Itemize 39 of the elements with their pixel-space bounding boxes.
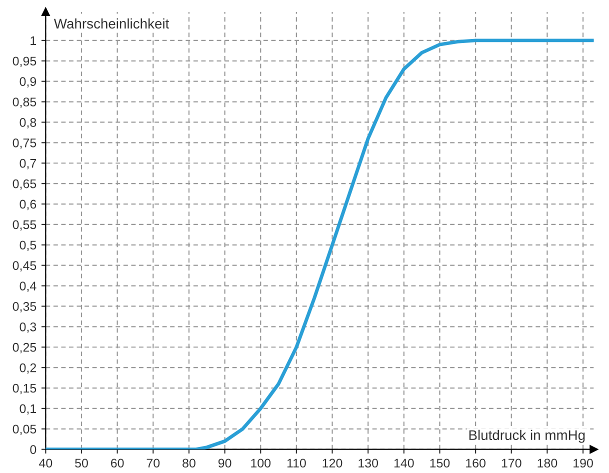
y-tick-label: 0,65 — [12, 179, 36, 190]
y-tick-label: 0,35 — [12, 302, 36, 312]
x-tick-label: 130 — [358, 458, 378, 468]
x-tick-label: 140 — [394, 458, 414, 468]
y-tick-label: 0,3 — [20, 322, 36, 333]
y-tick-label: 1 — [30, 36, 36, 45]
x-tick-label: 90 — [218, 458, 232, 468]
x-tick-label: 80 — [182, 458, 196, 468]
x-tick-label: 40 — [39, 458, 52, 468]
y-tick-label: 0,05 — [12, 424, 36, 436]
x-tick-label: 160 — [466, 458, 486, 468]
y-tick-label: 0,75 — [12, 138, 36, 149]
x-tick-label: 150 — [430, 458, 450, 468]
y-tick-label: 0,45 — [12, 261, 36, 272]
y-tick-label: 0,15 — [12, 384, 36, 394]
y-tick-label: 0,95 — [12, 56, 36, 68]
y-tick-label: 0,9 — [20, 77, 36, 88]
x-tick-label: 180 — [538, 458, 558, 468]
y-tick-label: 0,6 — [20, 200, 36, 210]
x-tick-label: 70 — [146, 458, 160, 468]
y-tick-label: 0,55 — [12, 220, 36, 231]
x-tick-label: 60 — [111, 458, 124, 468]
y-tick-label: 0,85 — [12, 98, 36, 108]
y-tick-label: 0,5 — [20, 240, 36, 252]
y-tick-label: 0,1 — [20, 404, 36, 415]
x-tick-label: 190 — [574, 458, 593, 468]
y-tick-label: 0,25 — [12, 342, 36, 354]
y-tick-label: 0 — [30, 445, 36, 454]
y-tick-label: 0,8 — [20, 118, 36, 128]
y-axis-title: Wahrscheinlichkeit — [54, 18, 170, 29]
x-tick-label: 50 — [75, 458, 88, 468]
x-axis-title: Blutdruck in mmHg — [469, 430, 585, 443]
x-tick-label: 100 — [251, 458, 271, 468]
x-tick-label: 110 — [287, 458, 306, 468]
x-tick-label: 120 — [322, 458, 342, 468]
y-tick-label: 0,4 — [20, 282, 36, 292]
y-tick-label: 0,2 — [20, 363, 36, 374]
y-tick-label: 0,7 — [20, 158, 36, 170]
x-tick-label: 170 — [502, 458, 522, 468]
